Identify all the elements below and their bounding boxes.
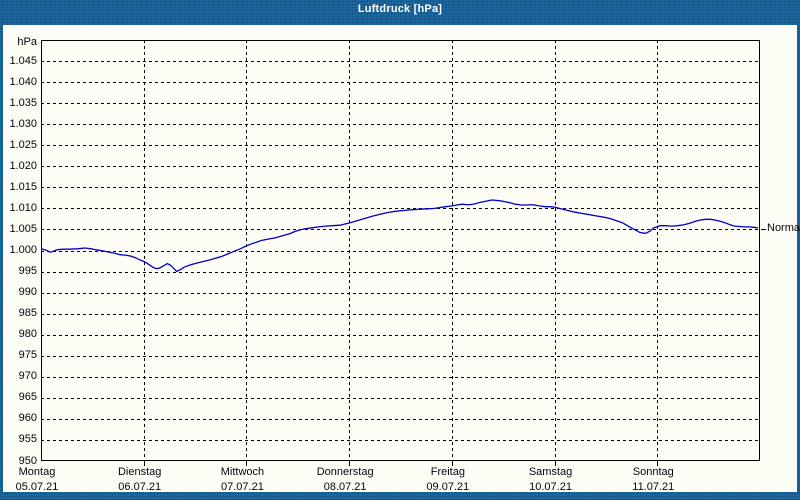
y-tick-label: 975 — [18, 349, 37, 362]
y-tick-label: 995 — [18, 265, 37, 278]
y-tick-label: 1.005 — [9, 222, 37, 235]
normal-pressure-marker: Normal — [761, 221, 800, 234]
y-tick-label: 955 — [18, 433, 37, 446]
x-day-label: Dienstag — [117, 466, 162, 478]
x-date-label: 08.07.21 — [323, 481, 367, 493]
x-day-label: Freitag — [430, 466, 465, 478]
window-frame-right — [797, 0, 800, 500]
window-frame-left — [0, 0, 3, 500]
normal-tick-icon — [761, 228, 766, 230]
y-tick-label: 980 — [18, 328, 37, 341]
y-tick-label: 970 — [18, 370, 37, 383]
y-tick-label: 960 — [18, 412, 37, 425]
y-tick-label: 1.015 — [9, 180, 37, 193]
x-date-label: 10.07.21 — [529, 481, 572, 493]
y-tick-label: 1.025 — [9, 138, 37, 151]
y-tick-label: 1.030 — [9, 117, 37, 130]
x-day-label: Donnerstag — [316, 466, 374, 478]
window-bottom-frame — [0, 492, 800, 500]
y-tick-label: 990 — [18, 286, 37, 299]
y-tick-label: 965 — [18, 391, 37, 404]
y-tick-label: 1.035 — [9, 96, 37, 109]
y-axis-unit-label: hPa — [17, 36, 37, 48]
x-day-label: Montag — [18, 466, 56, 478]
x-date-label: 06.07.21 — [118, 481, 162, 493]
x-day-label: Mittwoch — [220, 466, 265, 478]
window-title: Luftdruck [hPa] — [357, 3, 443, 15]
y-tick-label: 1.045 — [9, 54, 37, 67]
pressure-series-line — [41, 199, 758, 273]
x-date-label: 09.07.21 — [426, 481, 470, 493]
window-titlebar[interactable]: Luftdruck [hPa] — [0, 0, 800, 25]
y-tick-label: 985 — [18, 307, 37, 320]
pressure-line-chart — [41, 40, 760, 466]
y-tick-label: 1.040 — [9, 75, 37, 88]
y-tick-label: 1.020 — [9, 159, 37, 172]
x-date-label: 05.07.21 — [15, 481, 59, 493]
y-tick-label: 950 — [18, 454, 37, 467]
x-date-label: 11.07.21 — [632, 481, 675, 493]
y-tick-label: 1.000 — [9, 244, 37, 256]
normal-label: Normal — [767, 221, 800, 234]
x-day-label: Sonntag — [632, 466, 674, 478]
x-date-label: 07.07.21 — [221, 481, 264, 493]
y-tick-label: 1.010 — [9, 201, 37, 214]
x-day-label: Samstag — [528, 466, 573, 478]
